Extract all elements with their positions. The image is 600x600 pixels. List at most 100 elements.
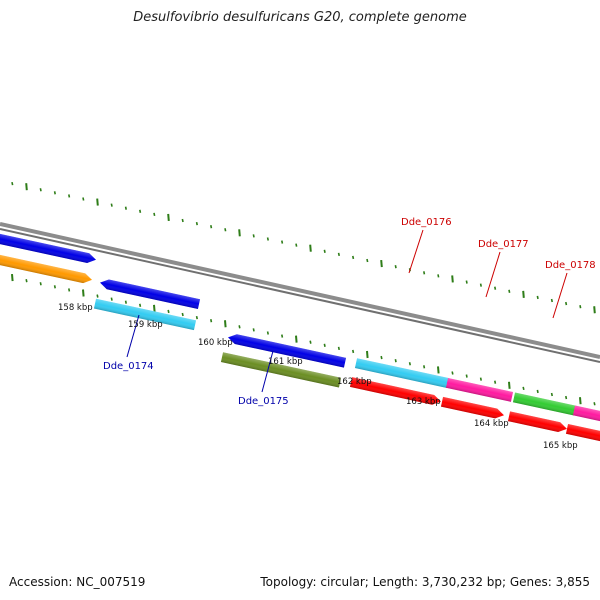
feature-red-3 bbox=[507, 411, 567, 433]
outer-minor-tick bbox=[39, 188, 42, 192]
inner-minor-tick bbox=[550, 392, 553, 397]
inner-minor-tick bbox=[394, 359, 397, 363]
outer-minor-tick bbox=[281, 240, 284, 244]
outer-minor-tick bbox=[110, 203, 113, 207]
genome-backbone bbox=[0, 222, 600, 363]
gene-label[interactable]: Dde_0176 bbox=[401, 217, 452, 228]
outer-major-tick bbox=[309, 244, 312, 252]
outer-minor-tick bbox=[337, 252, 340, 257]
scale-label: 158 kbp bbox=[58, 303, 93, 313]
inner-minor-tick bbox=[465, 374, 468, 378]
outer-tick-marks bbox=[11, 181, 596, 314]
inner-minor-tick bbox=[593, 402, 596, 406]
feature-blue-2 bbox=[100, 279, 201, 310]
inner-minor-tick bbox=[96, 294, 99, 298]
inner-minor-tick bbox=[479, 377, 482, 381]
feature-olive-1 bbox=[220, 352, 342, 388]
feature-magenta-2 bbox=[572, 405, 600, 430]
outer-minor-tick bbox=[494, 286, 497, 290]
inner-minor-tick bbox=[408, 362, 411, 366]
outer-minor-tick bbox=[124, 206, 127, 210]
feature-cyan-2 bbox=[354, 358, 450, 388]
gene-label[interactable]: Dde_0178 bbox=[545, 260, 596, 271]
inner-major-tick bbox=[295, 335, 298, 343]
scale-label: 159 kbp bbox=[128, 320, 163, 330]
inner-minor-tick bbox=[110, 297, 113, 301]
gene-label-leader bbox=[408, 229, 424, 274]
map-title: Desulfovibrio desulfuricans G20, complet… bbox=[133, 10, 467, 25]
outer-minor-tick bbox=[565, 301, 568, 306]
inner-minor-tick bbox=[68, 288, 71, 292]
outer-minor-tick bbox=[295, 243, 298, 247]
inner-minor-tick bbox=[167, 309, 170, 314]
inner-minor-tick bbox=[266, 331, 269, 335]
outer-minor-tick bbox=[394, 265, 397, 269]
outer-minor-tick bbox=[479, 283, 482, 287]
inner-minor-tick bbox=[195, 315, 198, 320]
scale-label: 163 kbp bbox=[406, 397, 441, 407]
outer-minor-tick bbox=[579, 305, 582, 309]
outer-minor-tick bbox=[266, 237, 269, 241]
inner-major-tick bbox=[437, 366, 440, 374]
inner-minor-tick bbox=[309, 340, 312, 344]
inner-major-tick bbox=[579, 397, 582, 405]
inner-minor-tick bbox=[210, 319, 213, 323]
inner-major-tick bbox=[82, 289, 85, 297]
outer-major-tick bbox=[238, 229, 241, 237]
feature-blue-3 bbox=[228, 334, 347, 368]
inner-major-tick bbox=[366, 350, 369, 359]
feature-red-2 bbox=[440, 396, 504, 419]
feature-magenta-1 bbox=[445, 377, 514, 402]
scale-label: 162 kbp bbox=[337, 377, 372, 387]
outer-minor-tick bbox=[465, 280, 468, 284]
inner-major-tick bbox=[11, 274, 14, 282]
outer-minor-tick bbox=[323, 249, 326, 253]
inner-minor-tick bbox=[536, 389, 539, 394]
inner-minor-tick bbox=[522, 386, 525, 391]
outer-minor-tick bbox=[252, 234, 255, 238]
outer-major-tick bbox=[593, 306, 596, 314]
gene-label[interactable]: Dde_0177 bbox=[478, 239, 529, 250]
scale-label: 160 kbp bbox=[198, 338, 233, 348]
outer-minor-tick bbox=[423, 271, 426, 275]
outer-minor-tick bbox=[536, 295, 539, 300]
scale-label: 164 kbp bbox=[474, 419, 509, 429]
feature-cyan-1 bbox=[93, 298, 197, 331]
gene-label-leader bbox=[485, 251, 501, 298]
outer-minor-tick bbox=[11, 181, 14, 186]
outer-major-tick bbox=[451, 275, 454, 283]
scale-label: 165 kbp bbox=[543, 441, 578, 451]
gene-label[interactable]: Dde_0174 bbox=[103, 361, 154, 372]
inner-minor-tick bbox=[565, 395, 568, 400]
inner-minor-tick bbox=[337, 346, 340, 351]
inner-minor-tick bbox=[53, 285, 56, 289]
scale-label: 161 kbp bbox=[268, 357, 303, 367]
feature-orange-1 bbox=[0, 250, 93, 284]
outer-major-tick bbox=[167, 213, 170, 222]
outer-major-tick bbox=[522, 290, 525, 298]
accession-label: Accession: NC_007519 bbox=[9, 575, 146, 589]
inner-minor-tick bbox=[181, 312, 184, 317]
outer-minor-tick bbox=[181, 218, 184, 223]
genome-stats-label: Topology: circular; Length: 3,730,232 bp… bbox=[260, 575, 590, 589]
gene-label[interactable]: Dde_0175 bbox=[238, 396, 289, 407]
inner-minor-tick bbox=[451, 371, 454, 375]
outer-major-tick bbox=[25, 183, 28, 191]
inner-minor-tick bbox=[323, 343, 326, 347]
inner-tick-marks bbox=[11, 274, 596, 406]
inner-major-tick bbox=[508, 381, 511, 389]
outer-minor-tick bbox=[82, 197, 85, 201]
inner-minor-tick bbox=[281, 334, 284, 338]
outer-minor-tick bbox=[53, 191, 56, 195]
outer-minor-tick bbox=[195, 221, 198, 226]
inner-minor-tick bbox=[352, 349, 355, 354]
outer-minor-tick bbox=[224, 228, 227, 232]
outer-major-tick bbox=[380, 260, 383, 268]
outer-minor-tick bbox=[210, 225, 213, 229]
outer-major-tick bbox=[96, 198, 99, 206]
inner-minor-tick bbox=[124, 300, 127, 304]
inner-major-tick bbox=[153, 304, 156, 312]
feature-red-4 bbox=[565, 423, 600, 448]
inner-minor-tick bbox=[494, 380, 497, 384]
